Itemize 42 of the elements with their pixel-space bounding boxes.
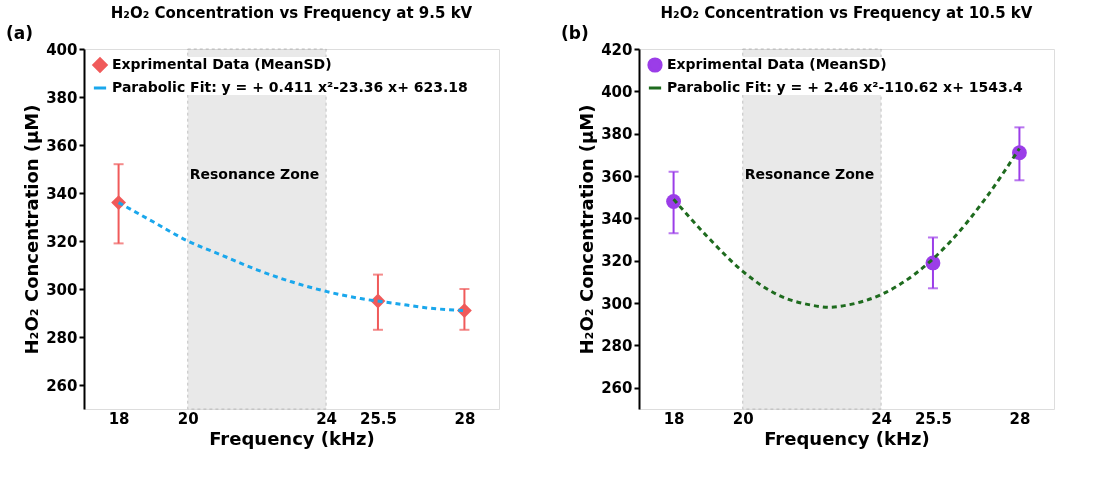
y-tick-label: 400 bbox=[46, 40, 78, 59]
legend-label: Parabolic Fit: y = + 0.411 x²-23.36 x+ 623.18 bbox=[112, 79, 468, 95]
x-tick-label: 25.5 bbox=[359, 409, 397, 428]
legend-label: Parabolic Fit: y = + 2.46 x²-110.62 x+ 1543.4 bbox=[667, 79, 1024, 95]
y-tick-label: 300 bbox=[601, 294, 633, 313]
y-tick-label: 280 bbox=[46, 328, 78, 347]
y-tick-label: 260 bbox=[601, 379, 633, 398]
y-tick-label: 340 bbox=[46, 184, 78, 203]
x-tick-label: 20 bbox=[732, 409, 754, 428]
x-tick-label: 28 bbox=[454, 409, 476, 428]
text: (b) bbox=[561, 23, 589, 43]
x-axis-title: Frequency (kHz) bbox=[209, 427, 375, 449]
chart-title: H₂O₂ Concentration vs Frequency at 9.5 kV bbox=[110, 4, 473, 22]
point bbox=[666, 194, 681, 209]
y-tick-label: 340 bbox=[601, 209, 633, 228]
band-label: Resonance Zone bbox=[189, 166, 320, 182]
x-tick-label: 28 bbox=[1009, 409, 1031, 428]
y-tick-label: 300 bbox=[46, 280, 78, 299]
text: (a) bbox=[6, 23, 34, 43]
y-tick-label: 260 bbox=[46, 376, 78, 395]
chart-title: H₂O₂ Concentration vs Frequency at 10.5 kV bbox=[660, 4, 1033, 22]
x-tick-label: 24 bbox=[316, 409, 338, 428]
y-tick-label: 380 bbox=[46, 88, 78, 107]
y-axis-title: H₂O₂ Concentration (μM) bbox=[576, 104, 598, 355]
legend-label: Exprimental Data (MeanSD) bbox=[112, 56, 332, 72]
y-tick-label: 420 bbox=[601, 40, 633, 59]
y-tick-label: 280 bbox=[601, 336, 633, 355]
x-tick-label: 18 bbox=[663, 409, 685, 428]
x-tick-label: 25.5 bbox=[914, 409, 952, 428]
band-label: Resonance Zone bbox=[744, 166, 875, 182]
x-tick-label: 24 bbox=[871, 409, 893, 428]
y-tick-label: 380 bbox=[601, 125, 633, 144]
legend-label: Exprimental Data (MeanSD) bbox=[667, 56, 887, 72]
x-tick-label: 20 bbox=[177, 409, 199, 428]
y-tick-label: 360 bbox=[601, 167, 633, 186]
x-tick-label: 18 bbox=[108, 409, 130, 428]
y-tick-label: 400 bbox=[601, 82, 633, 101]
y-tick-label: 320 bbox=[46, 232, 78, 251]
y-tick-label: 320 bbox=[601, 252, 633, 271]
y-tick-label: 360 bbox=[46, 136, 78, 155]
y-axis-title: H₂O₂ Concentration (μM) bbox=[21, 104, 43, 355]
x-axis-title: Frequency (kHz) bbox=[764, 427, 930, 449]
